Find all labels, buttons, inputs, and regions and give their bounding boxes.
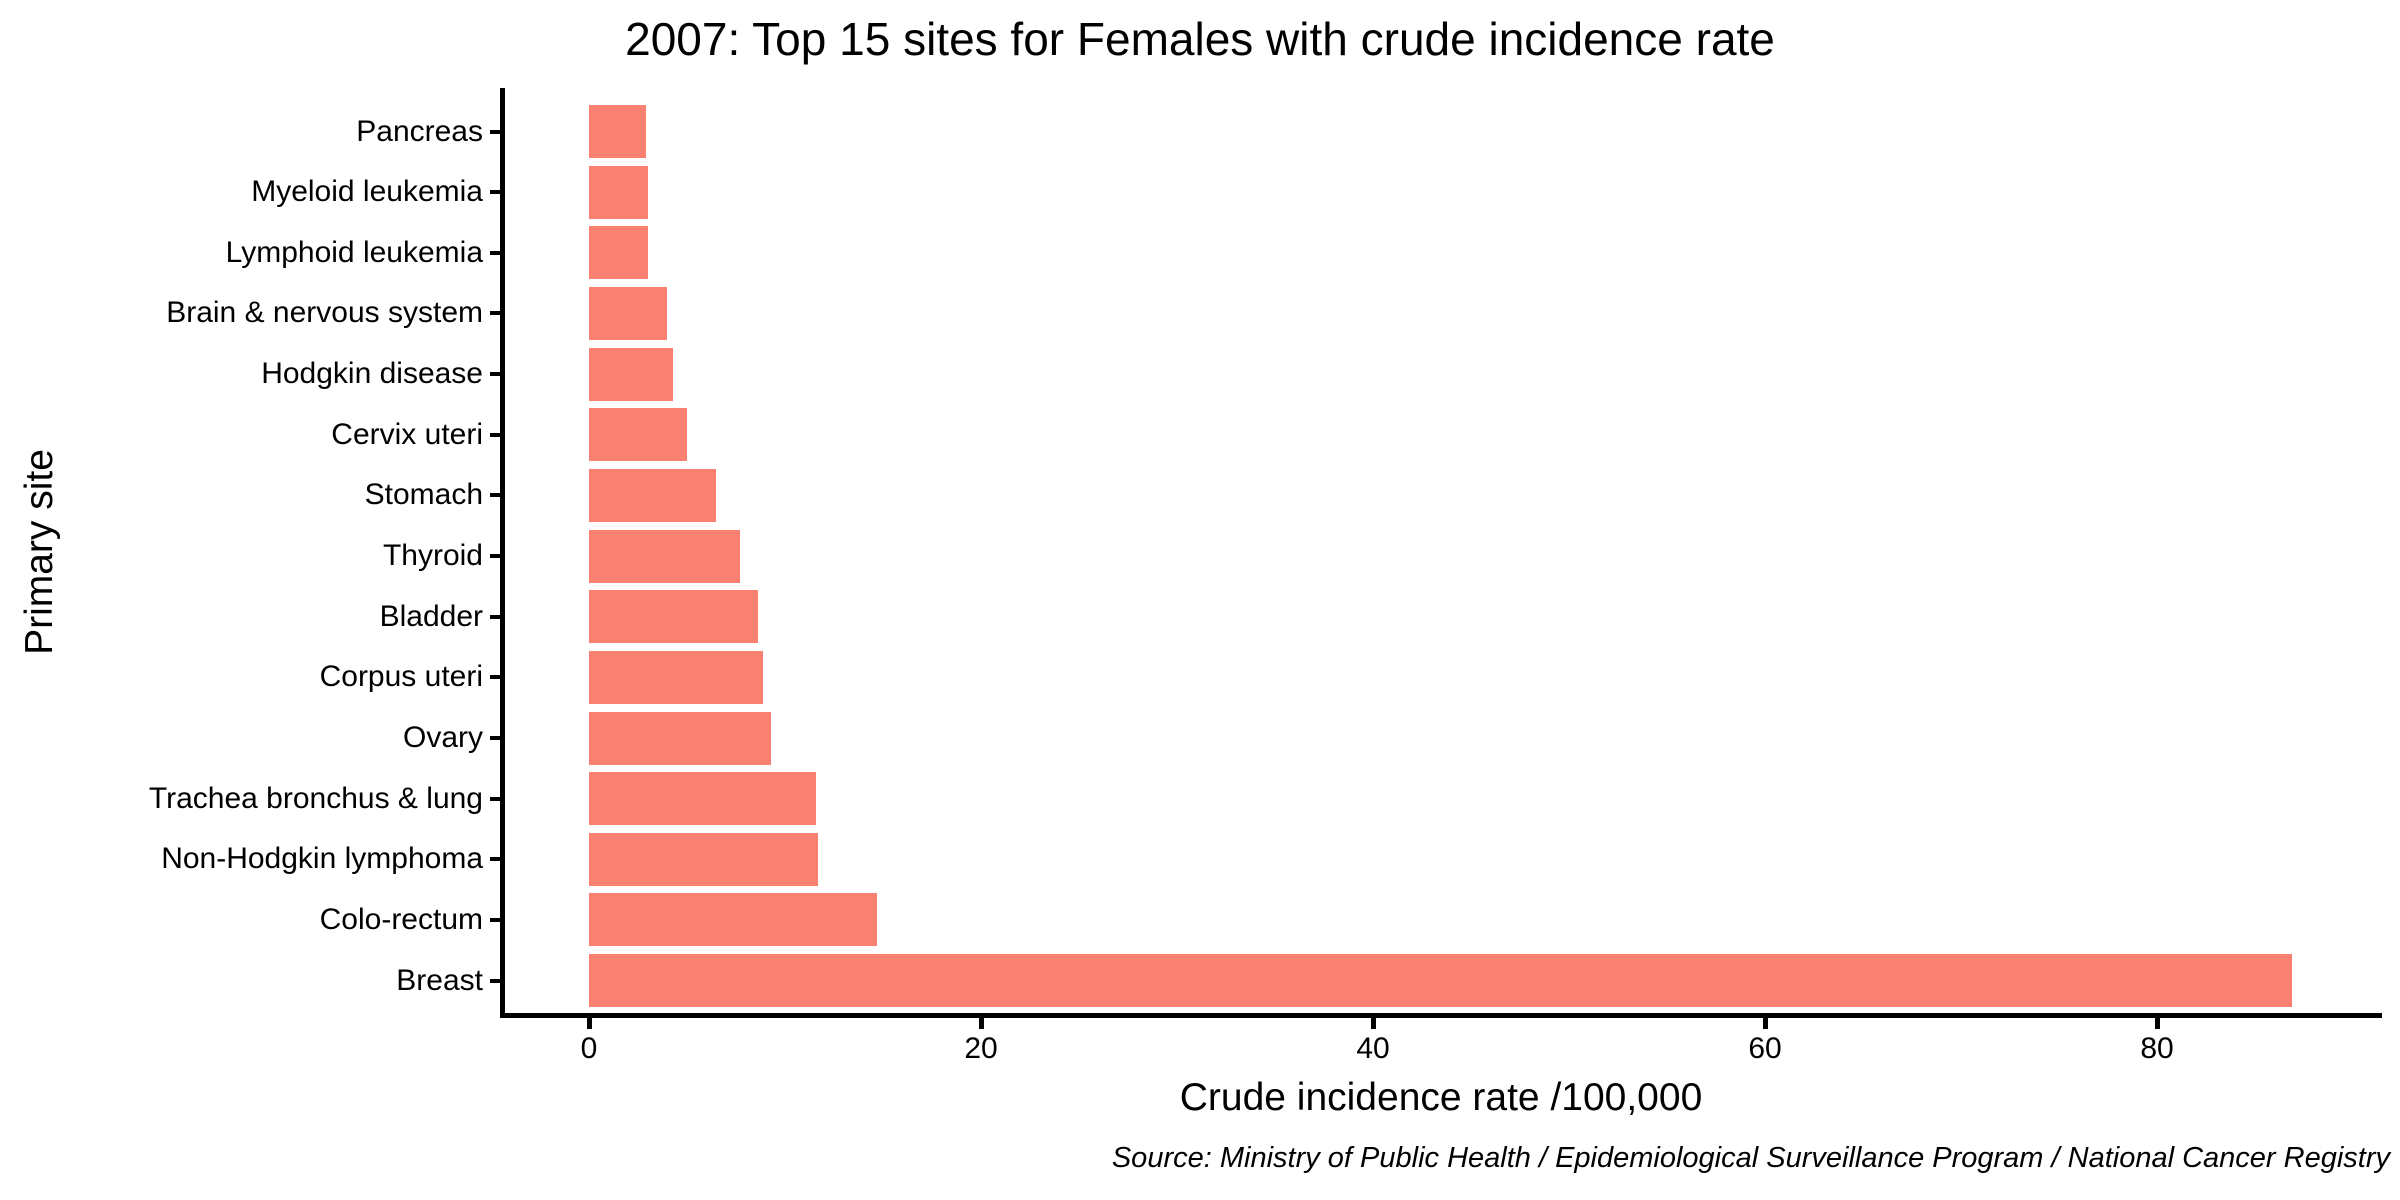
bar-bladder [589, 590, 758, 644]
category-label: Ovary [402, 721, 483, 754]
category-label: Myeloid leukemia [251, 175, 483, 209]
category-label: Non-Hodgkin lymphoma [161, 842, 483, 876]
y-tick-mark [490, 675, 503, 680]
y-tick-mark [490, 614, 503, 619]
category-label: Cervix uteri [331, 417, 483, 451]
x-tick-mark [587, 1018, 592, 1029]
bar-thyroid [589, 529, 740, 583]
bar-stomach [589, 468, 717, 522]
bar-cervix-uteri [589, 408, 687, 462]
y-tick-mark [490, 190, 503, 195]
bar-pancreas [589, 105, 646, 158]
category-label: Bladder [379, 599, 483, 633]
x-tick-label: 20 [964, 1032, 998, 1065]
x-tick-mark [1763, 1018, 1768, 1029]
x-tick-label: 80 [2140, 1032, 2174, 1065]
y-tick-mark [490, 978, 503, 983]
bar-colo-rectum [589, 893, 878, 947]
x-tick-label: 60 [1748, 1032, 1782, 1065]
bar-myeloid-leukemia [589, 165, 648, 219]
x-tick-mark [979, 1018, 984, 1029]
y-tick-mark [490, 796, 503, 801]
y-tick-mark [490, 311, 503, 316]
y-tick-mark [490, 432, 503, 437]
category-label: Brain & nervous system [166, 296, 483, 330]
y-tick-mark [490, 493, 503, 498]
y-tick-mark [490, 129, 503, 134]
x-tick-label: 0 [580, 1032, 598, 1065]
category-label: Stomach [364, 478, 483, 512]
bar-trachea-bronchus-lung [589, 772, 817, 826]
y-tick-mark [490, 554, 503, 559]
bar-brain-nervous-system [589, 286, 668, 340]
y-tick-mark [490, 736, 503, 740]
category-label: Lymphoid leukemia [225, 235, 483, 269]
bar-non-hodgkin-lymphoma [589, 832, 819, 886]
category-label: Pancreas [356, 114, 483, 148]
category-label: Corpus uteri [319, 660, 483, 694]
x-axis-title: Crude incidence rate /100,000 [1179, 1076, 1703, 1119]
source-note: Source: Ministry of Public Health / Epid… [1111, 1142, 2390, 1174]
x-axis-line [500, 1013, 2382, 1018]
chart-title: 2007: Top 15 sites for Females with crud… [625, 13, 1775, 65]
x-tick-mark [1371, 1018, 1376, 1029]
category-label: Colo-rectum [319, 902, 483, 936]
bar-lymphoid-leukemia [589, 226, 648, 280]
y-tick-mark [490, 250, 503, 255]
y-tick-mark [490, 372, 503, 377]
bar-corpus-uteri [589, 650, 764, 704]
y-tick-mark [490, 917, 503, 922]
y-axis-title: Primary site [18, 449, 61, 655]
bar-breast [589, 954, 2293, 1008]
category-label: Thyroid [382, 539, 483, 573]
x-tick-label: 40 [1356, 1032, 1390, 1065]
y-axis-line [500, 88, 505, 1018]
category-label: Trachea bronchus & lung [148, 781, 483, 815]
bar-hodgkin-disease [589, 347, 674, 401]
bar-ovary [589, 711, 772, 765]
x-tick-mark [2155, 1018, 2160, 1029]
category-label: Hodgkin disease [261, 357, 483, 391]
category-label: Breast [396, 963, 483, 997]
y-tick-mark [490, 857, 503, 862]
